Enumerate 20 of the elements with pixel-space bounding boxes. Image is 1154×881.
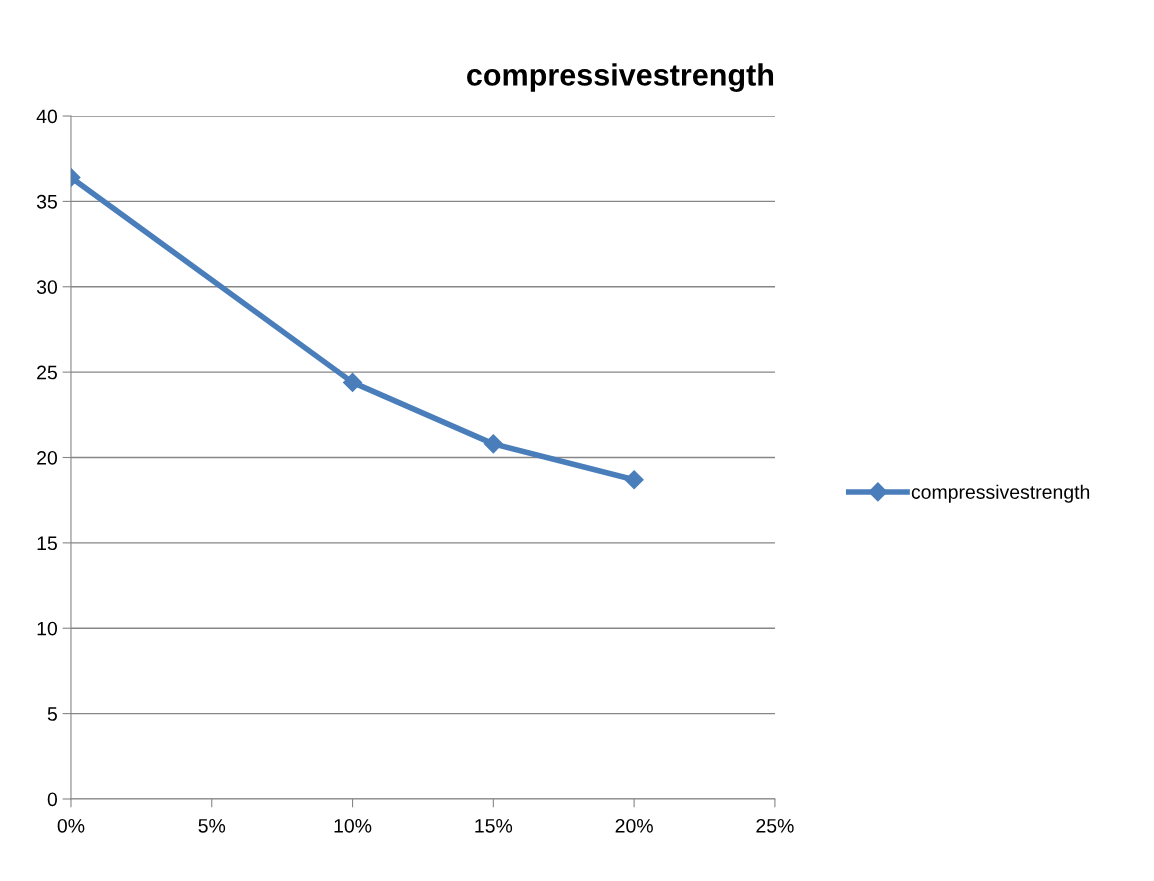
- point: [483, 434, 503, 454]
- x-tick-label: 15%: [475, 819, 513, 833]
- x-tick-label: 0%: [57, 818, 85, 833]
- x-tick-label: 5%: [198, 819, 226, 833]
- y-tick-label: 35: [36, 194, 57, 209]
- y-tick-label: 20: [37, 450, 58, 465]
- chart-title: compressivestrength: [467, 63, 774, 92]
- point: [624, 470, 644, 490]
- point: [343, 372, 363, 392]
- legend-label: compressivestrength: [911, 484, 1090, 503]
- x-tick-label: 10%: [334, 818, 372, 833]
- y-tick-label: 10: [37, 621, 58, 636]
- x-tick-label: 20%: [615, 818, 653, 833]
- y-tick-label: 0: [47, 792, 58, 807]
- x-tick-label: 25%: [756, 818, 794, 833]
- y-tick-label: 5: [47, 707, 57, 721]
- y-tick-label: 25: [37, 365, 57, 380]
- y-tick-label: 40: [36, 109, 58, 124]
- y-tick-label: 15: [37, 536, 57, 551]
- y-tick-label: 30: [36, 280, 58, 294]
